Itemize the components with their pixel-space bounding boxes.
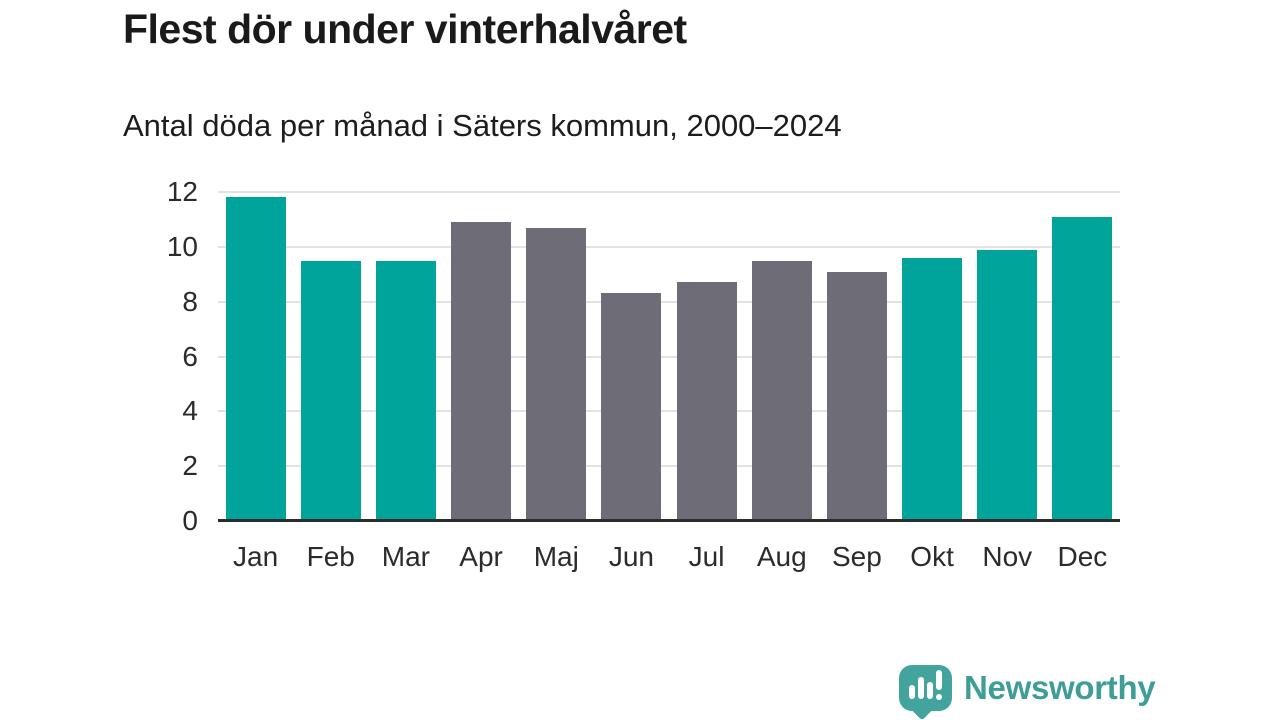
bar-jun bbox=[601, 293, 662, 521]
newsworthy-logo: Newsworthy bbox=[899, 665, 1156, 720]
logo-bar-2 bbox=[918, 677, 924, 699]
logo-bar-1 bbox=[909, 685, 915, 699]
chart-title: Flest dör under vinterhalvåret bbox=[123, 6, 687, 52]
bar-jan bbox=[225, 197, 286, 521]
speech-bubble-tail bbox=[910, 697, 934, 720]
y-tick-label-2: 2 bbox=[182, 450, 198, 482]
x-tick-label-maj: Maj bbox=[533, 541, 579, 572]
bar-maj bbox=[526, 227, 587, 521]
bar-jul bbox=[676, 282, 737, 521]
y-tick-label-0: 0 bbox=[182, 505, 198, 536]
gridline-y-2 bbox=[218, 465, 1120, 468]
x-tick-label-jun: Jun bbox=[608, 541, 654, 572]
logo-bar-3 bbox=[927, 682, 933, 699]
x-tick-label-dec: Dec bbox=[1057, 541, 1108, 572]
y-tick-label-8: 8 bbox=[182, 285, 198, 317]
x-tick-label-apr: Apr bbox=[459, 541, 503, 572]
gridline-y-6 bbox=[218, 355, 1120, 358]
bar-apr bbox=[451, 222, 512, 521]
y-tick-label-12: 12 bbox=[166, 176, 198, 207]
bar-okt bbox=[902, 257, 963, 521]
x-tick-label-mar: Mar bbox=[381, 541, 431, 572]
x-tick-label-okt: Okt bbox=[910, 541, 954, 572]
x-tick-label-jul: Jul bbox=[688, 541, 725, 572]
gridline-y-10 bbox=[218, 245, 1120, 248]
y-tick-label-4: 4 bbox=[182, 395, 198, 427]
chart-subtitle: Antal döda per månad i Säters kommun, 20… bbox=[123, 108, 842, 143]
y-tick-label-6: 6 bbox=[182, 340, 198, 372]
x-tick-label-sep: Sep bbox=[831, 541, 882, 572]
x-tick-label-jan: Jan bbox=[233, 541, 279, 572]
gridline-y-8 bbox=[218, 300, 1120, 303]
logo-exclamation-dot bbox=[936, 694, 942, 700]
gridline-y-12 bbox=[218, 191, 1120, 193]
x-tick-label-aug: Aug bbox=[756, 541, 807, 572]
x-axis-line bbox=[218, 519, 1120, 522]
x-tick-label-feb: Feb bbox=[306, 541, 355, 572]
newsworthy-logo-text: Newsworthy bbox=[964, 669, 1156, 706]
newsworthy-logo-icon bbox=[899, 665, 952, 720]
bar-dec bbox=[1052, 216, 1113, 521]
x-tick-label-nov: Nov bbox=[982, 541, 1033, 572]
bar-sep bbox=[826, 271, 887, 521]
bar-feb bbox=[300, 260, 361, 521]
y-tick-label-10: 10 bbox=[166, 230, 198, 262]
bar-nov bbox=[977, 249, 1038, 521]
logo-exclamation-bar bbox=[936, 670, 942, 690]
bar-mar bbox=[375, 260, 436, 521]
gridline-y-4 bbox=[218, 410, 1120, 413]
bar-aug bbox=[751, 260, 812, 521]
plot-area bbox=[218, 191, 1120, 522]
